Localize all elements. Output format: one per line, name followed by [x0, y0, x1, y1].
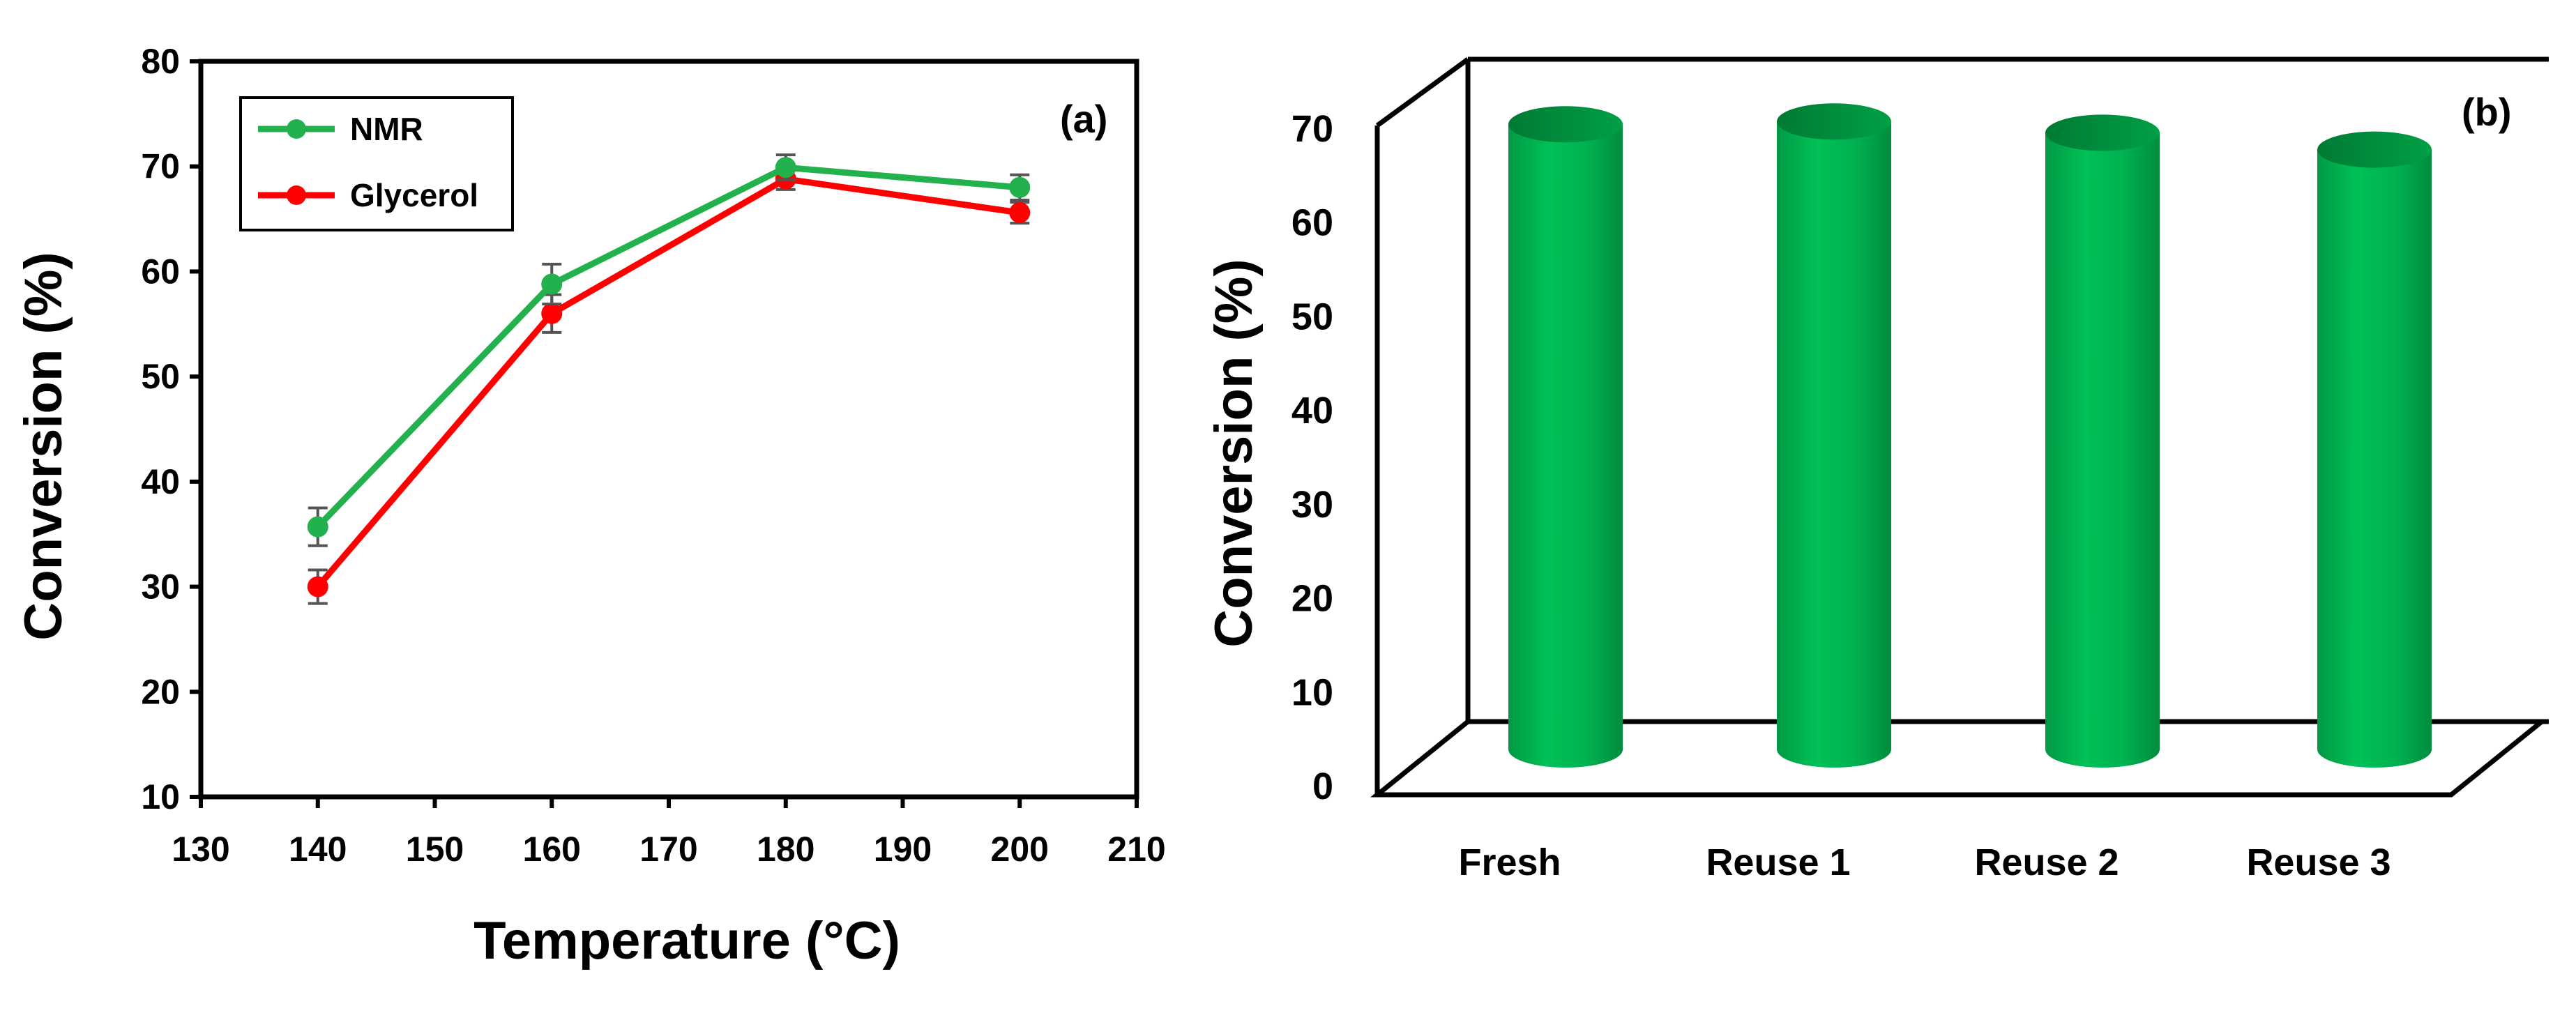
y-tick-label: 60 — [1291, 202, 1333, 244]
side-wall-top-edge — [1375, 57, 1470, 128]
y-tick-label: 40 — [1291, 390, 1333, 432]
legend-label: NMR — [350, 111, 423, 147]
y-tick-label: 10 — [1291, 671, 1333, 713]
data-point-glycerol — [1009, 202, 1031, 224]
data-point-glycerol — [541, 303, 563, 324]
bar-top — [1508, 106, 1623, 143]
y-tick-label: 20 — [141, 672, 180, 711]
bar-body — [2317, 149, 2432, 768]
panel-a-line-chart: 10 20 30 40 50 60 70 80 130 140 150 160 170 180 190 200… — [14, 42, 1166, 970]
bar-reuse-3 — [2317, 131, 2432, 768]
series-line-nmr — [315, 164, 1020, 529]
y-tick-label: 50 — [1291, 296, 1333, 337]
bar-top — [1777, 103, 1891, 140]
panel-a-label: (a) — [1060, 97, 1107, 141]
bar-body — [1777, 121, 1891, 768]
bar-body — [2045, 132, 2160, 768]
x-tick-label: 130 — [172, 830, 229, 869]
y-tick-label: 30 — [141, 568, 180, 607]
panel-b-label: (b) — [2462, 90, 2512, 134]
panel-a-y-axis-title: Conversion (%) — [14, 252, 73, 640]
x-tick-label: 170 — [639, 830, 697, 869]
y-tick-label: 70 — [141, 147, 180, 186]
x-tick-label: Reuse 1 — [1706, 841, 1850, 883]
y-tick-label: 80 — [141, 42, 180, 81]
legend-swatch-marker — [287, 119, 306, 139]
data-point-nmr — [775, 157, 796, 178]
x-tick-label: 160 — [523, 830, 581, 869]
y-tick-label: 40 — [141, 462, 180, 501]
legend-swatch-marker — [287, 185, 306, 205]
panel-a-legend: NMR Glycerol — [239, 96, 514, 231]
bar-reuse-2 — [2045, 114, 2160, 768]
series-line-glycerol — [315, 176, 1020, 589]
x-tick-label: Fresh — [1458, 841, 1561, 883]
panel-b-axes: 0 10 20 30 40 50 60 70 Fresh Reuse 1 Reuse 2 Reuse … — [1291, 108, 2391, 883]
bar-body — [1508, 124, 1623, 768]
y-tick-label: 70 — [1291, 108, 1333, 150]
y-tick-label: 20 — [1291, 578, 1333, 620]
y-tick-label: 50 — [141, 357, 180, 396]
panel-a-axes: 10 20 30 40 50 60 70 80 130 140 150 160 170 180 190 200… — [141, 42, 1165, 869]
y-tick-label: 0 — [1312, 766, 1333, 807]
bar-reuse-1 — [1777, 103, 1891, 768]
data-point-nmr — [1009, 176, 1031, 198]
y-tick-label: 10 — [141, 777, 180, 816]
x-tick-label: Reuse 3 — [2246, 841, 2391, 883]
x-tick-label: 190 — [874, 830, 932, 869]
data-point-nmr — [541, 273, 563, 295]
y-tick-label: 60 — [141, 252, 180, 291]
panel-b-bar-chart: 0 10 20 30 40 50 60 70 Fresh Reuse 1 Reuse 2 Reuse … — [1204, 56, 2549, 883]
panel-a-plot-area — [307, 153, 1031, 605]
x-tick-label: 200 — [991, 830, 1049, 869]
panel-a-x-axis-title: Temperature (°C) — [473, 911, 900, 970]
x-tick-label: 180 — [757, 830, 815, 869]
y-tick-label: 30 — [1291, 484, 1333, 526]
bar-top — [2045, 114, 2160, 151]
panel-b-y-axis-title: Conversion (%) — [1204, 259, 1264, 647]
panel-b-bars — [1508, 103, 2432, 768]
x-tick-label: 210 — [1107, 830, 1165, 869]
data-point-nmr — [307, 516, 328, 538]
x-tick-label: 140 — [289, 830, 347, 869]
bar-top — [2317, 131, 2432, 168]
legend-box — [239, 96, 514, 231]
x-tick-label: 150 — [406, 830, 464, 869]
legend-label: Glycerol — [350, 177, 478, 213]
data-point-glycerol — [307, 576, 328, 597]
x-tick-label: Reuse 2 — [1974, 841, 2119, 883]
bar-fresh — [1508, 106, 1623, 768]
